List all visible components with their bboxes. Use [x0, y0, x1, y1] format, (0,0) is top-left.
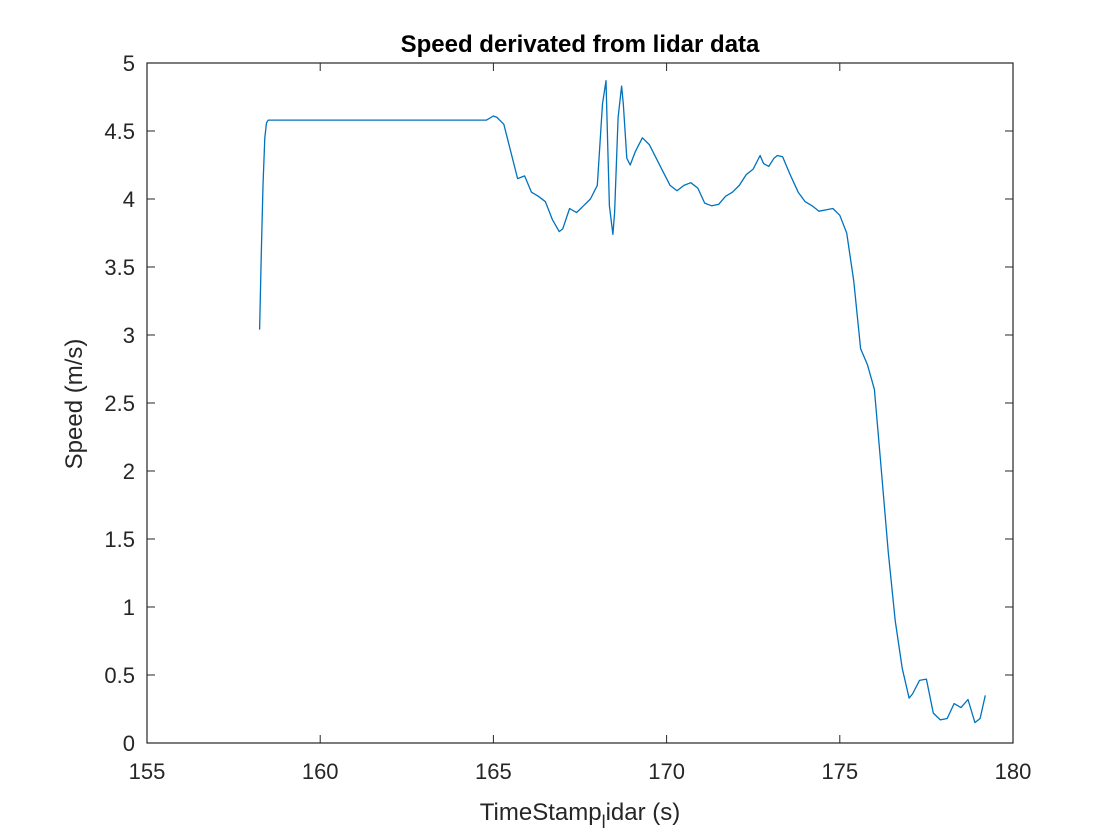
chart-title: Speed derivated from lidar data	[401, 31, 760, 58]
x-axis-title-rest: idar (s)	[606, 799, 681, 826]
y-axis-title: Speed (m/s)	[61, 339, 88, 470]
x-axis-title-main: TimeStamp	[480, 799, 602, 826]
y-tick-label: 2	[123, 459, 135, 484]
x-axis-title-subscript: l	[602, 812, 606, 832]
y-tick-label: 5	[123, 51, 135, 76]
x-tick-label: 165	[475, 759, 512, 784]
plot-area: 155 160 165 170 175 180 0 0.5 1 1.5 2 2.5 3 3.5 4 4.5 5	[104, 51, 1031, 784]
y-tick-label: 2.5	[104, 391, 135, 416]
y-tick-label: 4.5	[104, 119, 135, 144]
plot-box	[146, 62, 1014, 744]
x-tick-label: 175	[821, 759, 858, 784]
x-tick-label: 180	[995, 759, 1032, 784]
x-axis-title: TimeStamplidar (s)	[480, 799, 680, 832]
y-axis: 0 0.5 1 1.5 2 2.5 3 3.5 4 4.5 5	[104, 51, 1013, 756]
y-tick-label: 1	[123, 595, 135, 620]
y-tick-label: 3.5	[104, 255, 135, 280]
y-tick-label: 0.5	[104, 663, 135, 688]
y-tick-label: 3	[123, 323, 135, 348]
y-tick-label: 1.5	[104, 527, 135, 552]
x-tick-label: 170	[648, 759, 685, 784]
y-tick-label: 4	[123, 187, 135, 212]
y-tick-label: 0	[123, 731, 135, 756]
speed-series-line	[258, 80, 986, 724]
x-axis: 155 160 165 170 175 180	[129, 63, 1032, 784]
x-tick-label: 160	[302, 759, 339, 784]
x-tick-label: 155	[129, 759, 166, 784]
